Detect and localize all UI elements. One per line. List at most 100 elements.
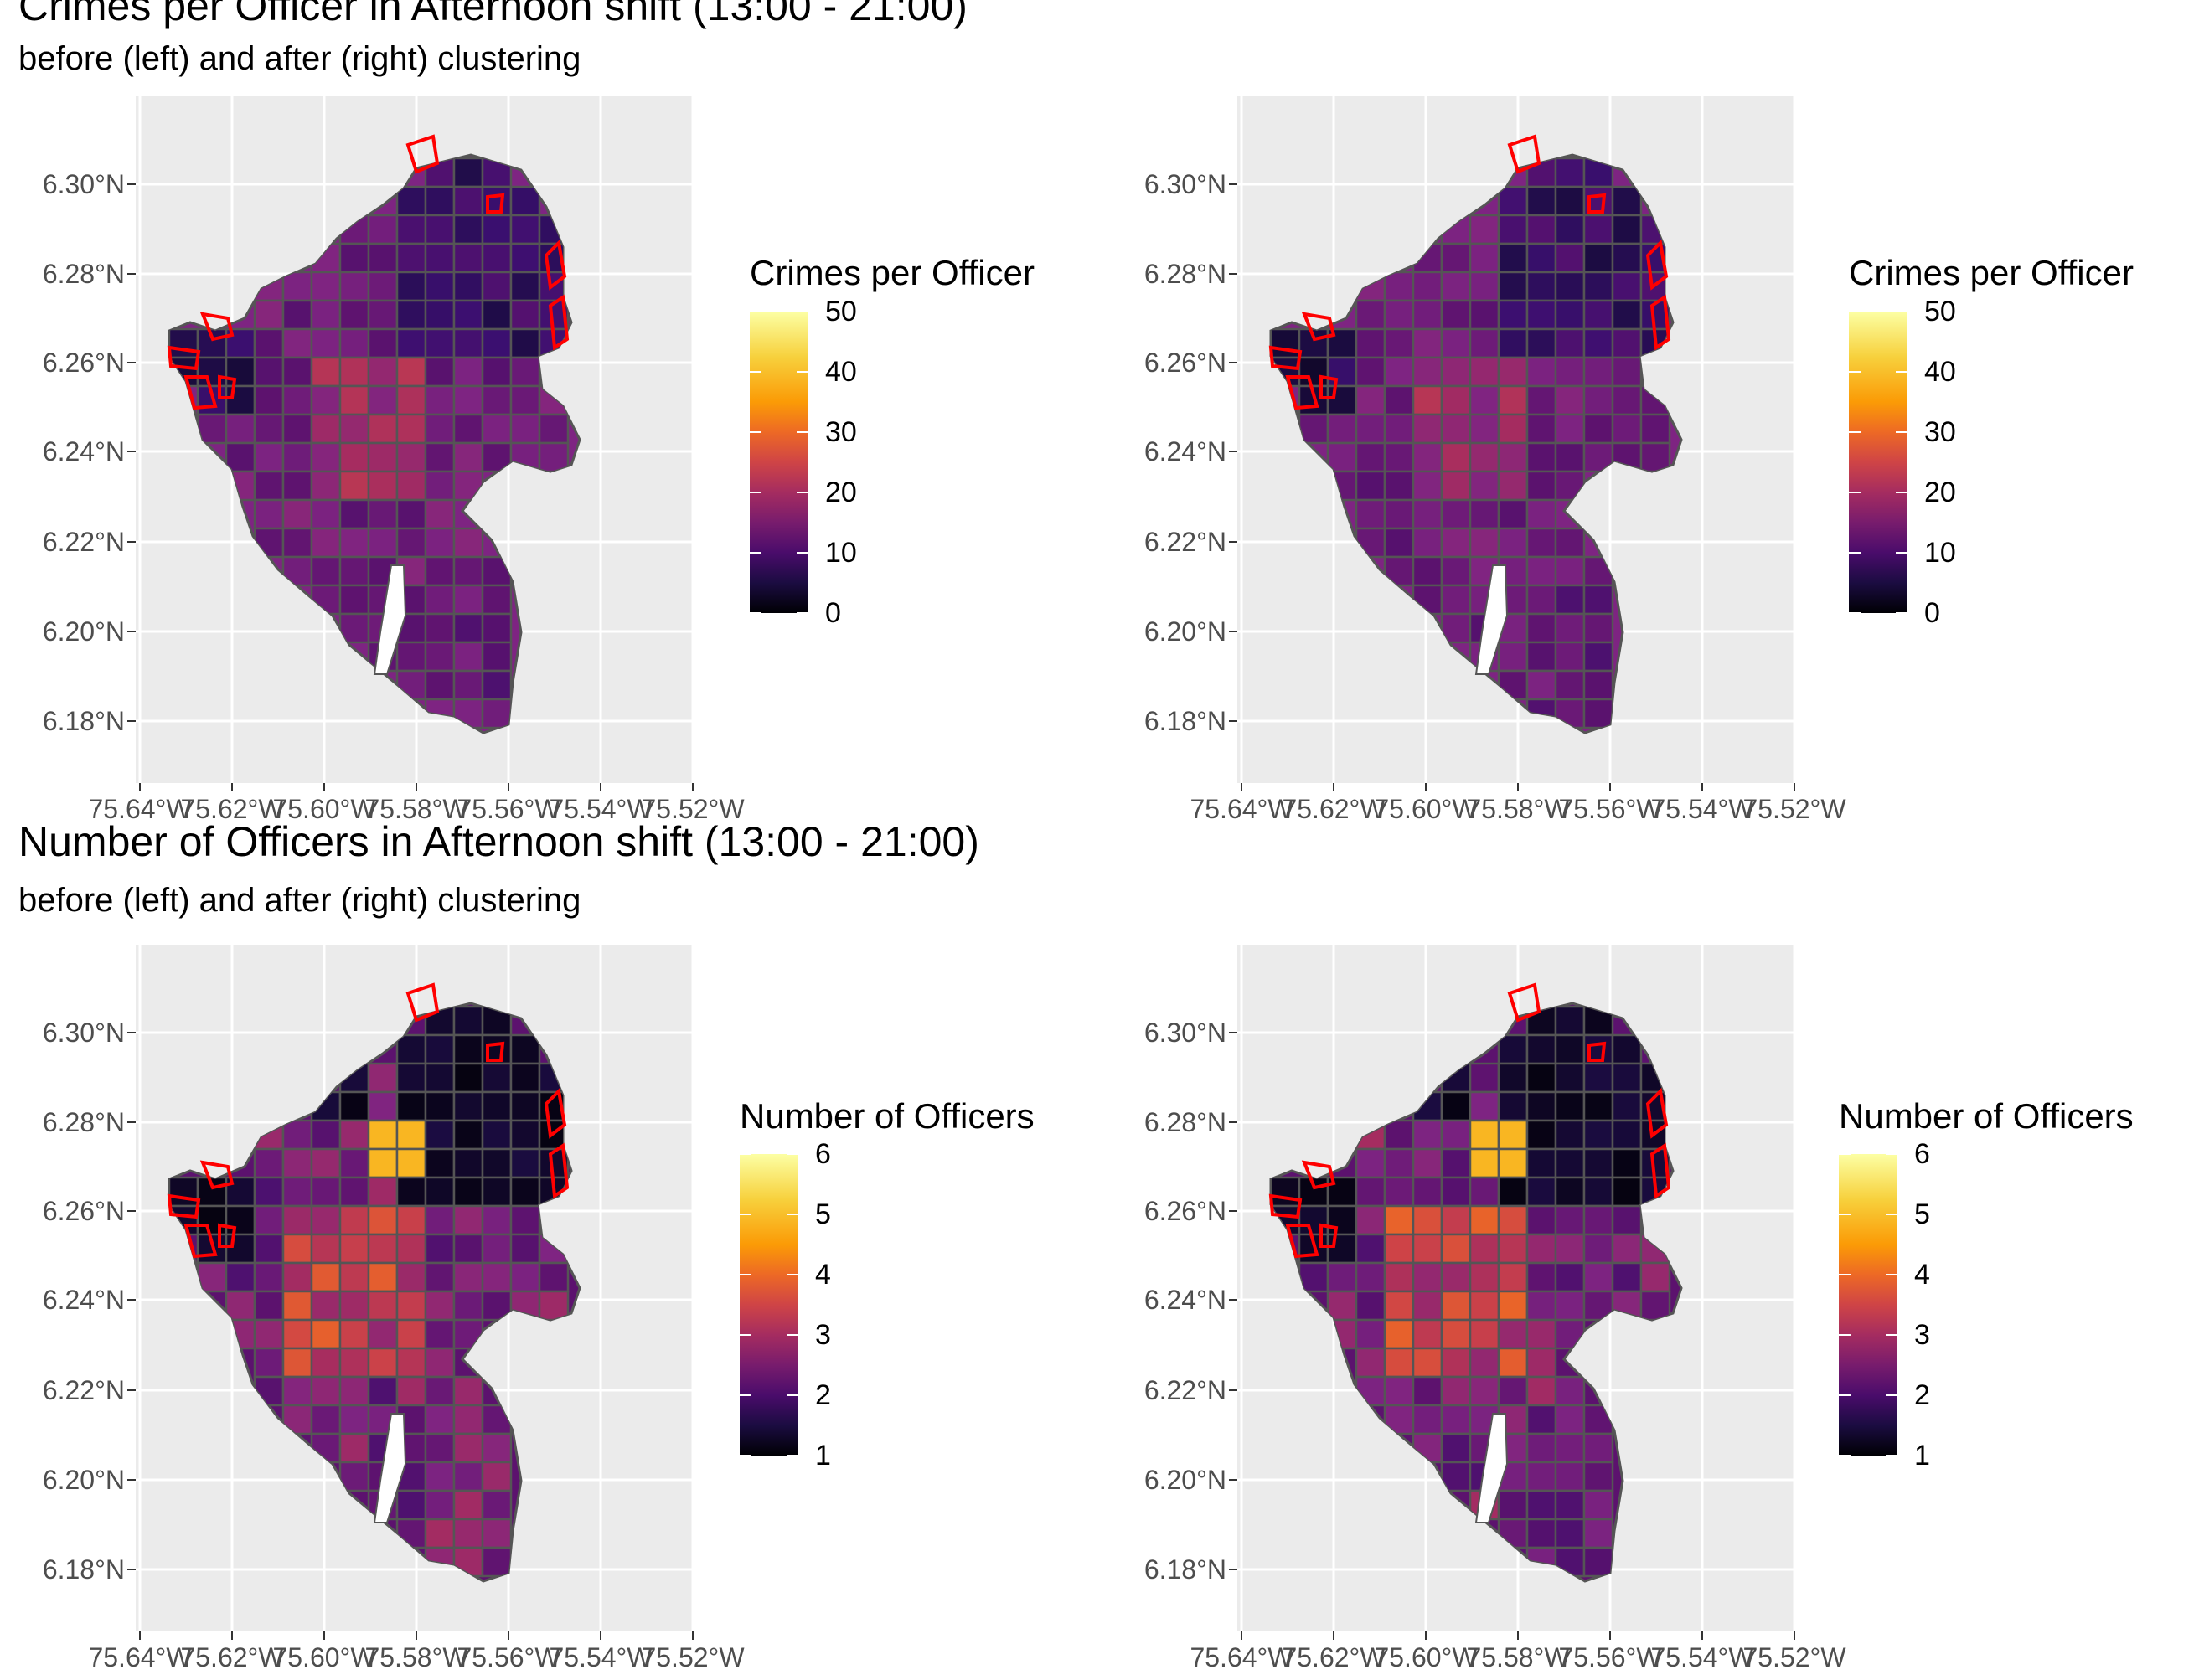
- district-polygon: [253, 470, 285, 502]
- district-polygon: [367, 1147, 399, 1179]
- district-polygon: [1639, 1062, 1671, 1094]
- district-polygon: [424, 384, 456, 416]
- district-polygon: [1271, 356, 1301, 388]
- y-tick-label: 6.22°N: [42, 527, 125, 557]
- legend-tick-label: 20: [1924, 477, 1956, 508]
- district-polygon: [1554, 612, 1586, 644]
- district-polygon: [225, 384, 256, 416]
- district-polygon: [367, 1233, 399, 1265]
- district-polygon: [481, 214, 513, 245]
- y-tick-label: 6.18°N: [42, 706, 125, 736]
- district-polygon: [1554, 1432, 1586, 1464]
- district-polygon: [1525, 299, 1557, 331]
- legend-tick-mark: [797, 612, 808, 614]
- district-polygon: [481, 1062, 513, 1094]
- x-tick-mark: [139, 1631, 141, 1640]
- x-tick-mark: [1701, 783, 1703, 791]
- district-polygon: [509, 1204, 541, 1236]
- district-polygon: [310, 1404, 342, 1435]
- district-polygon: [338, 470, 370, 502]
- district-polygon: [1440, 470, 1472, 502]
- district-polygon: [395, 271, 427, 302]
- district-polygon: [1271, 1204, 1301, 1236]
- legend-tick-label: 5: [815, 1198, 831, 1230]
- district-polygon: [481, 1290, 513, 1322]
- district-polygon: [1525, 1233, 1557, 1265]
- district-polygon: [1582, 1261, 1614, 1293]
- legend-tick-mark: [1839, 1153, 1851, 1155]
- district-polygon: [452, 271, 484, 302]
- y-tick-label: 6.26°N: [42, 1196, 125, 1226]
- district-polygon: [1611, 1147, 1643, 1179]
- legend-tick-label: 5: [1914, 1198, 1930, 1230]
- district-polygon: [1355, 1119, 1386, 1151]
- x-tick-label: 75.54°W: [1650, 794, 1754, 824]
- district-polygon: [281, 327, 313, 359]
- legend-tick-label: 30: [825, 416, 857, 448]
- district-polygon: [481, 242, 513, 274]
- district-polygon: [509, 384, 541, 416]
- district-polygon: [481, 271, 513, 302]
- district-polygon: [1611, 356, 1643, 388]
- y-tick-label: 6.30°N: [1143, 1018, 1226, 1048]
- legend-tick-mark: [750, 431, 761, 433]
- district-polygon: [1469, 1233, 1500, 1265]
- y-tick-mark: [1229, 720, 1237, 722]
- district-polygon: [1412, 1261, 1443, 1293]
- x-tick-label: 75.58°W: [364, 794, 468, 824]
- highlighted-district: [1507, 134, 1541, 174]
- district-polygon: [395, 498, 427, 530]
- legend-tick-mark: [797, 431, 808, 433]
- y-tick-label: 6.24°N: [42, 436, 125, 466]
- district-polygon: [509, 214, 541, 245]
- legend-tick-mark: [797, 311, 808, 312]
- district-polygon: [1554, 356, 1586, 388]
- district-polygon: [169, 356, 199, 388]
- district-polygon: [1412, 1204, 1443, 1236]
- district-polygon: [1440, 1375, 1472, 1407]
- district-polygon: [1412, 271, 1443, 302]
- legend-tick-label: 4: [815, 1259, 831, 1291]
- y-tick-mark: [1229, 1032, 1237, 1033]
- district-polygon: [310, 1233, 342, 1265]
- district-polygon: [310, 1147, 342, 1179]
- district-polygon: [1525, 1119, 1557, 1151]
- district-polygon: [424, 1062, 456, 1094]
- district-polygon: [1469, 384, 1500, 416]
- district-polygon: [452, 612, 484, 644]
- excluded-area: [373, 1413, 407, 1523]
- district-polygon: [509, 1176, 541, 1208]
- district-polygon: [1639, 1261, 1671, 1293]
- y-tick-mark: [127, 631, 136, 632]
- x-tick-label: 75.52°W: [641, 1642, 745, 1672]
- district-polygon: [452, 384, 484, 416]
- district-polygon: [424, 1404, 456, 1435]
- legend-tick-mark: [740, 1334, 751, 1336]
- legend-tick-mark: [750, 311, 761, 312]
- x-tick-label: 75.58°W: [1466, 794, 1570, 824]
- district-polygon: [538, 214, 570, 245]
- district-polygon: [367, 470, 399, 502]
- district-polygon: [481, 1261, 513, 1293]
- district-polygon: [1611, 1233, 1643, 1265]
- x-tick-label: 75.60°W: [1374, 794, 1478, 824]
- district-polygon: [1383, 441, 1415, 473]
- district-polygon: [1525, 271, 1557, 302]
- district-polygon: [253, 1147, 285, 1179]
- y-tick-mark: [1229, 1210, 1237, 1212]
- district-polygon: [481, 1176, 513, 1208]
- y-tick-mark: [127, 1210, 136, 1212]
- district-polygon: [1497, 441, 1529, 473]
- district-polygon: [338, 1233, 370, 1265]
- district-polygon: [338, 1347, 370, 1379]
- highlighted-district: [486, 1041, 505, 1062]
- district-polygon: [1412, 1090, 1443, 1122]
- district-polygon: [424, 527, 456, 559]
- district-polygon: [1355, 384, 1386, 416]
- district-polygon: [424, 242, 456, 274]
- y-tick-label: 6.28°N: [42, 1107, 125, 1137]
- district-polygon: [367, 498, 399, 530]
- legend-tick-mark: [740, 1455, 751, 1456]
- district-polygon: [481, 698, 513, 729]
- district-polygon: [225, 1204, 256, 1236]
